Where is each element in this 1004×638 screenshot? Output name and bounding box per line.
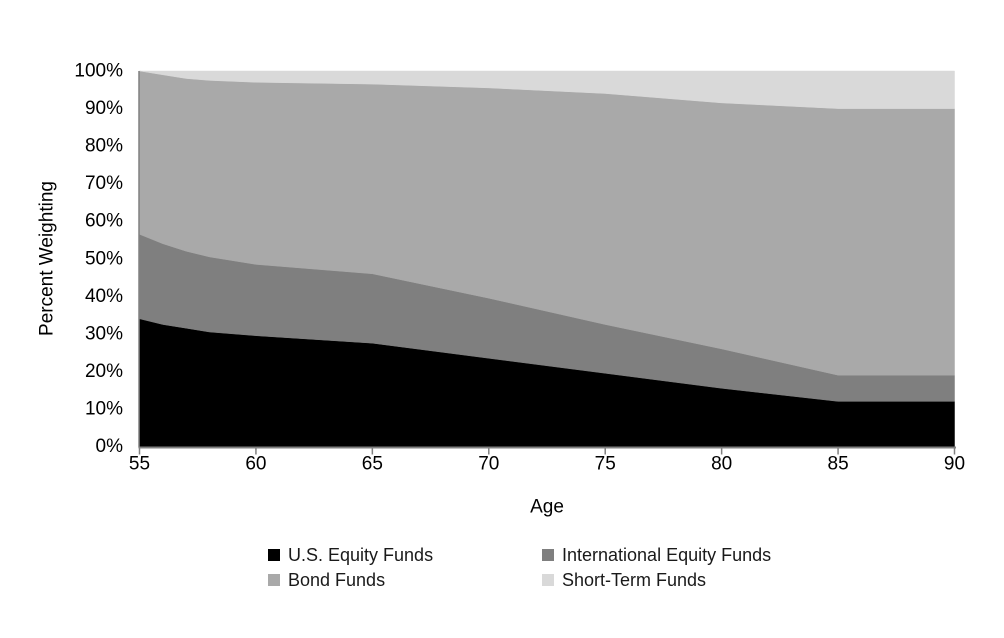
- bond-swatch-icon: [268, 574, 280, 586]
- short-term-swatch-icon: [542, 574, 554, 586]
- y-tick-label: 50%: [85, 248, 123, 269]
- y-tick-label: 90%: [85, 98, 123, 119]
- legend-label-short-term: Short-Term Funds: [562, 570, 707, 590]
- x-axis-title: Age: [530, 497, 564, 518]
- legend-item-international-equity: International Equity Funds: [542, 546, 771, 564]
- y-tick-label: 60%: [85, 211, 123, 232]
- x-tick-label: 80: [711, 454, 732, 475]
- legend-label-international-equity: International Equity Funds: [562, 545, 772, 565]
- x-tick-label: 60: [245, 454, 266, 475]
- y-tick-label: 10%: [85, 398, 123, 419]
- y-axis-title: Percent Weighting: [37, 181, 58, 336]
- legend-item-bond: Bond Funds: [268, 571, 385, 589]
- x-tick-label: 85: [828, 454, 849, 475]
- x-tick-label: 90: [944, 454, 965, 475]
- legend-label-us-equity: U.S. Equity Funds: [288, 545, 434, 565]
- y-tick-label: 30%: [85, 323, 123, 344]
- y-tick-label: 80%: [85, 136, 123, 157]
- legend-label-bond: Bond Funds: [288, 570, 386, 590]
- legend-item-us-equity: U.S. Equity Funds: [268, 546, 433, 564]
- x-tick-label: 65: [362, 454, 383, 475]
- y-tick-label: 70%: [85, 173, 123, 194]
- y-tick-label: 40%: [85, 286, 123, 307]
- x-tick-label: 70: [478, 454, 499, 475]
- area-short-term-funds: [139, 70, 955, 109]
- us-equity-swatch-icon: [268, 549, 280, 561]
- legend-item-short-term: Short-Term Funds: [542, 571, 706, 589]
- international-equity-swatch-icon: [542, 549, 554, 561]
- chart-legend: U.S. Equity Funds International Equity F…: [0, 0, 1004, 589]
- y-tick-label: 100%: [74, 61, 123, 82]
- x-tick-label: 75: [595, 454, 616, 475]
- y-tick-label: 20%: [85, 361, 123, 382]
- x-tick-label: 55: [129, 454, 150, 475]
- y-tick-label: 0%: [96, 436, 124, 457]
